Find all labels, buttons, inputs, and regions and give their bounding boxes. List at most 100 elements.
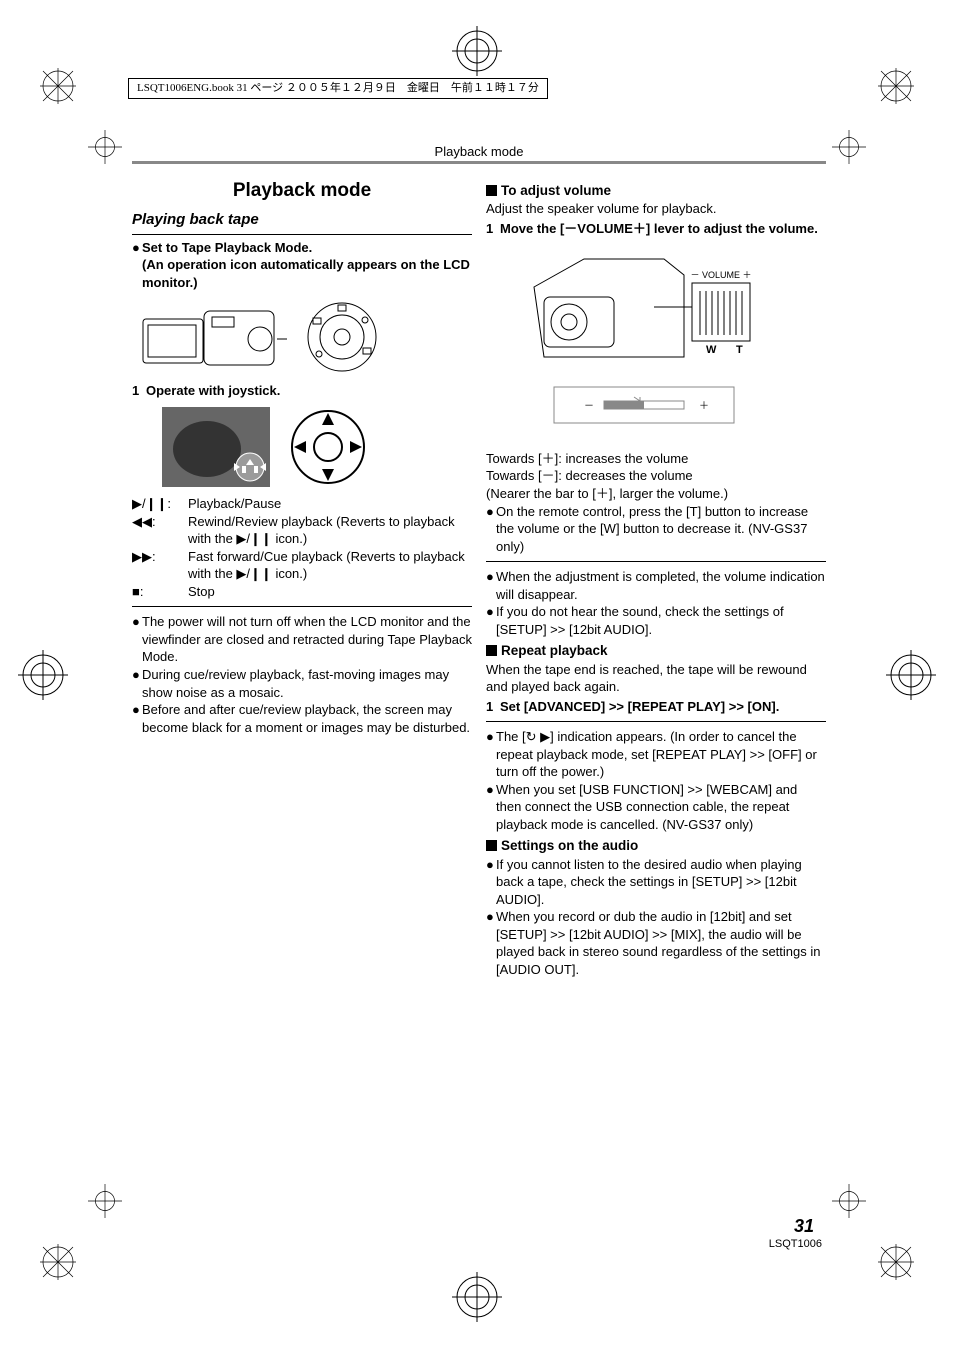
- control-play-pause: ▶/❙❙: Playback/Pause: [132, 495, 472, 513]
- audio-heading-text: Settings on the audio: [501, 838, 638, 853]
- note-2-text: During cue/review playback, fast-moving …: [142, 666, 472, 701]
- cross-right: [886, 650, 936, 700]
- audio-note-2-text: When you record or dub the audio in [12b…: [496, 908, 826, 978]
- play-pause-label: Playback/Pause: [188, 495, 472, 513]
- set-mode-note: ● Set to Tape Playback Mode. (An operati…: [132, 239, 472, 292]
- reg-mark-bl: [40, 1244, 76, 1280]
- vol-note-b: ●If you do not hear the sound, check the…: [486, 603, 826, 638]
- mode-dial-illustration: [305, 300, 379, 374]
- repeat-play-icon: ↻ ▶: [526, 729, 551, 744]
- vol-remote-text: On the remote control, press the [T] but…: [496, 503, 826, 556]
- cross-rt-small: [832, 130, 866, 164]
- audio-note-1: ●If you cannot listen to the desired aud…: [486, 856, 826, 909]
- page-title: Playback mode: [132, 178, 472, 204]
- rewind-text-b: icon.): [272, 531, 307, 546]
- set-mode-line2: (An operation icon automatically appears…: [142, 257, 470, 290]
- subsection-rule: [132, 234, 472, 235]
- bullet-dot: ●: [132, 239, 142, 292]
- repeat-note-1-text: The [↻ ▶] indication appears. (In order …: [496, 728, 826, 781]
- note-2: ●During cue/review playback, fast-moving…: [132, 666, 472, 701]
- vol-note-b-text: If you do not hear the sound, check the …: [496, 603, 826, 638]
- volume-figure: － VOLUME ＋ W T － ＋: [514, 247, 826, 442]
- svg-text:T: T: [736, 344, 743, 356]
- stop-icon: ■:: [132, 583, 188, 601]
- vol-step-text: Move the [－VOLUME＋] lever to adjust the …: [500, 220, 826, 238]
- repeat-note-1: ● The [↻ ▶] indication appears. (In orde…: [486, 728, 826, 781]
- step-1: 1 Operate with joystick.: [132, 382, 472, 400]
- svg-text:＋: ＋: [699, 401, 709, 412]
- audio-note-2: ●When you record or dub the audio in [12…: [486, 908, 826, 978]
- separator-r2: [486, 721, 826, 722]
- cross-lb-small: [88, 1184, 122, 1218]
- reg-mark-tr: [878, 68, 914, 104]
- running-head-rule: [132, 161, 826, 164]
- audio-note-1-text: If you cannot listen to the desired audi…: [496, 856, 826, 909]
- ff-text-b: icon.): [272, 566, 307, 581]
- play-pause-inline-icon: ▶/❙❙: [236, 531, 271, 546]
- note-3: ●Before and after cue/review playback, t…: [132, 701, 472, 736]
- camera-illustration: [142, 301, 287, 373]
- repeat-note-2-text: When you set [USB FUNCTION] >> [WEBCAM] …: [496, 781, 826, 834]
- right-column: To adjust volume Adjust the speaker volu…: [486, 178, 826, 979]
- cross-top: [452, 26, 502, 76]
- repeat-heading: Repeat playback: [486, 642, 826, 660]
- play-pause-icon: ▶/❙❙:: [132, 495, 188, 513]
- volume-heading: To adjust volume: [486, 182, 826, 200]
- control-rewind: ◀◀: Rewind/Review playback (Reverts to p…: [132, 513, 472, 548]
- vol-note-a: ●When the adjustment is completed, the v…: [486, 568, 826, 603]
- cross-lt-small: [88, 130, 122, 164]
- cross-rb-small: [832, 1184, 866, 1218]
- repeat-note-2: ●When you set [USB FUNCTION] >> [WEBCAM]…: [486, 781, 826, 834]
- repeat-intro: When the tape end is reached, the tape w…: [486, 661, 826, 696]
- step-text: Operate with joystick.: [146, 382, 472, 400]
- separator-r1: [486, 561, 826, 562]
- svg-text:－: －: [584, 401, 594, 412]
- separator: [132, 606, 472, 607]
- joystick-illustration: [288, 407, 368, 487]
- figure-camera-dial: [142, 300, 472, 374]
- rewind-label: Rewind/Review playback (Reverts to playb…: [188, 513, 472, 548]
- repeat-step-num: 1: [486, 698, 500, 716]
- repeat-heading-text: Repeat playback: [501, 643, 608, 658]
- vol-line-3: (Nearer the bar to [＋], larger the volum…: [486, 485, 826, 503]
- vol-line-1: Towards [＋]: increases the volume: [486, 450, 826, 468]
- page-number: 31: [794, 1214, 814, 1238]
- controls-table: ▶/❙❙: Playback/Pause ◀◀: Rewind/Review p…: [132, 495, 472, 600]
- rpt-a: The [: [496, 729, 526, 744]
- vol-remote-note: ●On the remote control, press the [T] bu…: [486, 503, 826, 556]
- ff-text-a: Fast forward/Cue playback (Reverts to pl…: [188, 549, 465, 582]
- repeat-step: 1 Set [ADVANCED] >> [REPEAT PLAY] >> [ON…: [486, 698, 826, 716]
- note-1-text: The power will not turn off when the LCD…: [142, 613, 472, 666]
- reg-mark-br: [878, 1244, 914, 1280]
- volume-step: 1 Move the [－VOLUME＋] lever to adjust th…: [486, 220, 826, 238]
- volume-heading-text: To adjust volume: [501, 183, 611, 198]
- note-1: ●The power will not turn off when the LC…: [132, 613, 472, 666]
- rewind-icon: ◀◀:: [132, 513, 188, 548]
- control-ff: ▶▶: Fast forward/Cue playback (Reverts t…: [132, 548, 472, 583]
- stop-label: Stop: [188, 583, 472, 601]
- play-pause-inline-icon2: ▶/❙❙: [236, 566, 271, 581]
- subsection-title: Playing back tape: [132, 210, 472, 230]
- audio-heading: Settings on the audio: [486, 837, 826, 855]
- vol-step-num: 1: [486, 220, 500, 238]
- svg-text:－ VOLUME ＋: － VOLUME ＋: [690, 270, 751, 280]
- volume-intro: Adjust the speaker volume for playback.: [486, 200, 826, 218]
- reg-mark-tl: [40, 68, 76, 104]
- doc-code: LSQT1006: [769, 1237, 822, 1252]
- vol-note-a-text: When the adjustment is completed, the vo…: [496, 568, 826, 603]
- cross-left: [18, 650, 68, 700]
- step-num: 1: [132, 382, 146, 400]
- vol-line-2: Towards [－]: decreases the volume: [486, 467, 826, 485]
- figure-screen-joystick: [162, 407, 472, 487]
- control-stop: ■: Stop: [132, 583, 472, 601]
- ff-label: Fast forward/Cue playback (Reverts to pl…: [188, 548, 472, 583]
- cross-bottom: [452, 1272, 502, 1322]
- note-3-text: Before and after cue/review playback, th…: [142, 701, 472, 736]
- ff-icon: ▶▶:: [132, 548, 188, 583]
- repeat-step-text: Set [ADVANCED] >> [REPEAT PLAY] >> [ON].: [500, 698, 826, 716]
- running-head: Playback mode: [132, 143, 826, 162]
- left-column: Playback mode Playing back tape ● Set to…: [132, 178, 472, 736]
- svg-text:W: W: [706, 344, 717, 356]
- set-mode-line1: Set to Tape Playback Mode.: [142, 240, 312, 255]
- lcd-screenshot: [162, 407, 270, 487]
